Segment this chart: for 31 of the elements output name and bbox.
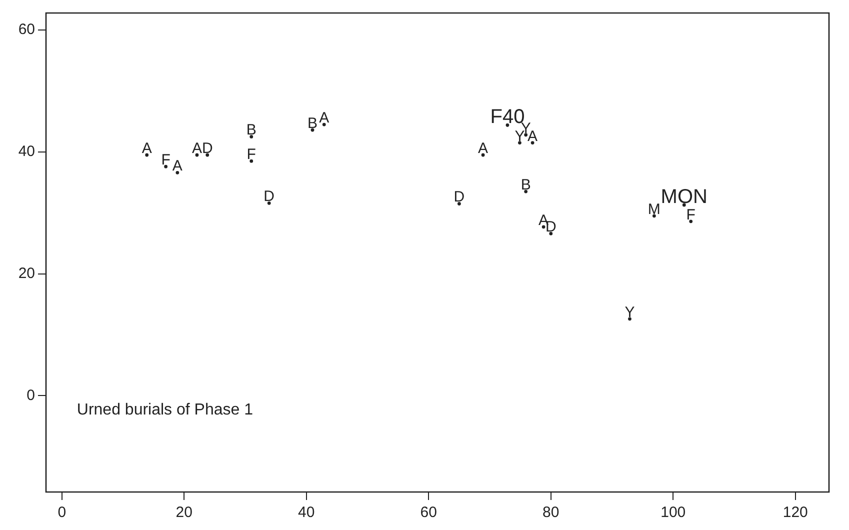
data-label: F bbox=[246, 146, 256, 164]
data-label: A bbox=[478, 140, 488, 157]
data-label: A bbox=[142, 140, 152, 157]
y-tick-label: 0 bbox=[26, 386, 35, 404]
data-label: A bbox=[319, 110, 330, 127]
data-label: B bbox=[307, 115, 318, 132]
data-label: A bbox=[172, 158, 182, 175]
x-tick-label: 80 bbox=[542, 504, 560, 522]
data-label: Y bbox=[514, 128, 525, 145]
data-label: A bbox=[528, 128, 538, 145]
data-label: B bbox=[246, 122, 256, 139]
x-tick-label: 100 bbox=[660, 504, 686, 522]
x-tick-label: 0 bbox=[58, 504, 66, 522]
data-label: M bbox=[648, 200, 660, 218]
y-tick-label: 40 bbox=[18, 143, 35, 160]
data-label: D bbox=[202, 140, 213, 157]
data-label: D bbox=[454, 188, 465, 206]
y-tick-label: 60 bbox=[18, 21, 35, 38]
x-tick-label: 40 bbox=[298, 504, 315, 522]
data-label: A bbox=[192, 140, 202, 157]
data-label: MON bbox=[660, 186, 708, 208]
annotation: Urned burials of Phase 1 bbox=[76, 402, 254, 419]
x-tick-label: 20 bbox=[176, 504, 192, 522]
data-label: D bbox=[264, 188, 275, 206]
data-label: Y bbox=[624, 304, 635, 321]
data-label: F bbox=[686, 206, 696, 224]
data-label: F bbox=[161, 152, 170, 169]
y-tick-label: 20 bbox=[18, 264, 35, 282]
x-tick-label: 60 bbox=[420, 504, 437, 522]
data-label: B bbox=[520, 176, 531, 194]
x-tick-label: 120 bbox=[782, 504, 808, 522]
